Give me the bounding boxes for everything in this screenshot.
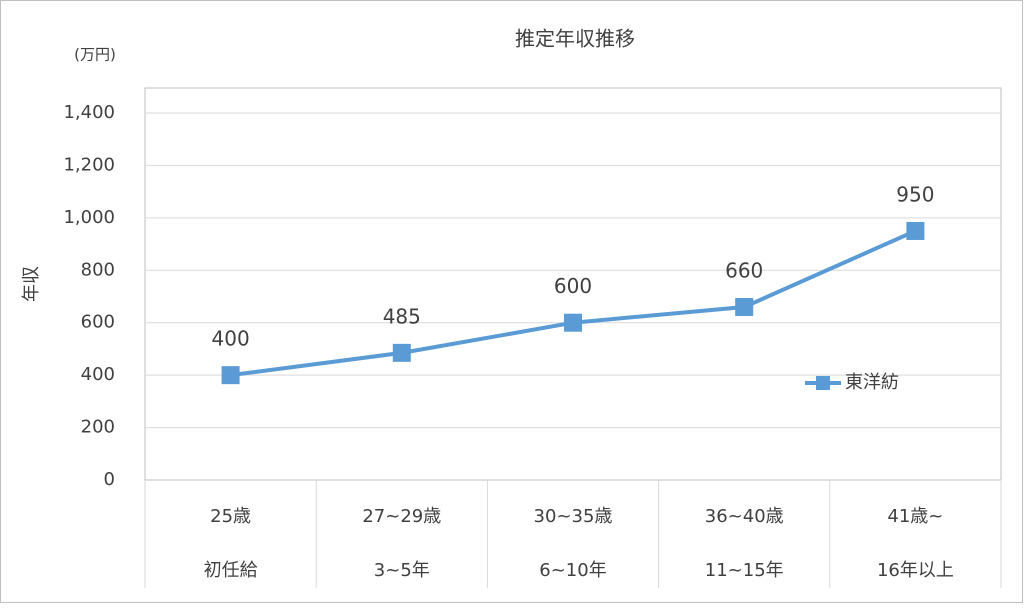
y-tick-label: 0 xyxy=(104,469,115,490)
x-tick-sublabel: 3~5年 xyxy=(374,560,430,581)
data-label: 950 xyxy=(896,182,934,206)
x-tick-label: 36~40歳 xyxy=(705,506,784,527)
data-label: 485 xyxy=(383,304,421,328)
legend-label: 東洋紡 xyxy=(845,372,899,393)
data-label: 660 xyxy=(725,258,763,282)
x-tick-label: 41歳~ xyxy=(887,506,943,527)
data-label: 400 xyxy=(212,327,250,351)
y-tick-label: 800 xyxy=(81,259,115,280)
marker xyxy=(564,313,582,332)
y-tick-label: 400 xyxy=(81,364,115,385)
y-tick-label: 1,400 xyxy=(63,102,115,123)
legend-marker xyxy=(816,376,830,390)
y-tick-label: 1,200 xyxy=(63,154,115,175)
x-tick-label: 30~35歳 xyxy=(534,506,613,527)
x-tick-sublabel: 11~15年 xyxy=(705,560,784,581)
y-tick-label: 600 xyxy=(81,312,115,333)
marker xyxy=(392,343,411,362)
x-tick-sublabel: 初任給 xyxy=(204,560,258,581)
marker xyxy=(735,297,754,316)
x-tick-label: 25歳 xyxy=(210,506,251,527)
data-label: 600 xyxy=(554,274,592,298)
x-tick-sublabel: 16年以上 xyxy=(877,560,954,581)
y-tick-label: 1,000 xyxy=(63,207,115,228)
marker xyxy=(906,221,925,240)
y-unit: (万円) xyxy=(74,46,116,64)
x-tick-label: 27~29歳 xyxy=(362,506,441,527)
y-tick-label: 200 xyxy=(81,417,115,438)
x-tick-sublabel: 6~10年 xyxy=(539,560,606,581)
marker xyxy=(221,366,240,385)
y-axis-title: 年収 xyxy=(21,266,42,302)
chart-title: 推定年収推移 xyxy=(515,27,635,51)
